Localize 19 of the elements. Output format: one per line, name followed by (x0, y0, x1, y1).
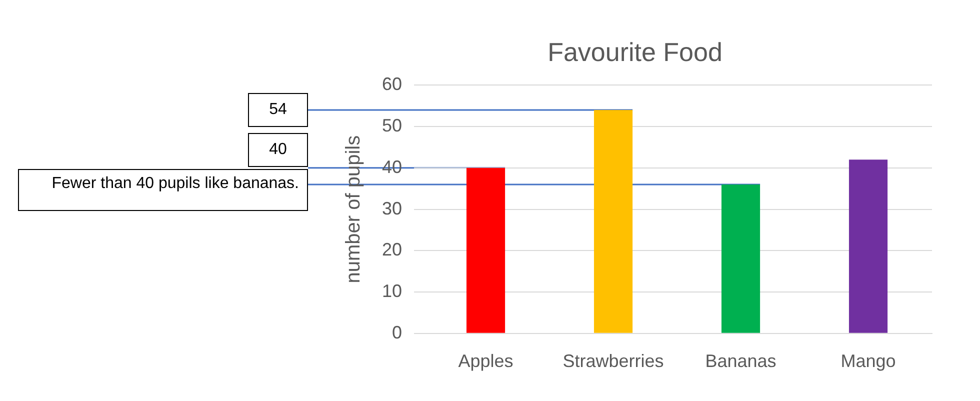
x-tick-label: Bananas (705, 351, 776, 372)
bar (466, 168, 506, 333)
x-tick-label: Mango (840, 351, 896, 372)
bar (721, 184, 760, 333)
y-axis-title: number of pupils (342, 135, 365, 284)
ref-line-label: 40 (269, 141, 287, 158)
y-tick-label: 10 (382, 281, 402, 301)
ref-line-label: Fewer than 40 pupils like bananas. (52, 175, 299, 192)
bar (848, 160, 888, 333)
x-tick-label: Strawberries (562, 351, 664, 372)
bar (594, 110, 633, 333)
y-tick-label: 30 (382, 198, 402, 218)
x-tick-label: Apples (458, 351, 514, 372)
y-tick-label: 50 (382, 116, 402, 136)
chart-title: Favourite Food (548, 36, 722, 67)
y-tick-label: 0 (392, 322, 402, 342)
y-tick-label: 60 (382, 74, 402, 94)
ref-line-label: 54 (269, 101, 287, 118)
y-tick-label: 20 (382, 240, 402, 260)
